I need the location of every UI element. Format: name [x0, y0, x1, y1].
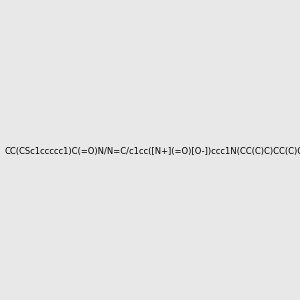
Text: CC(CSc1ccccc1)C(=O)N/N=C/c1cc([N+](=O)[O-])ccc1N(CC(C)C)CC(C)C: CC(CSc1ccccc1)C(=O)N/N=C/c1cc([N+](=O)[O… [4, 147, 300, 156]
